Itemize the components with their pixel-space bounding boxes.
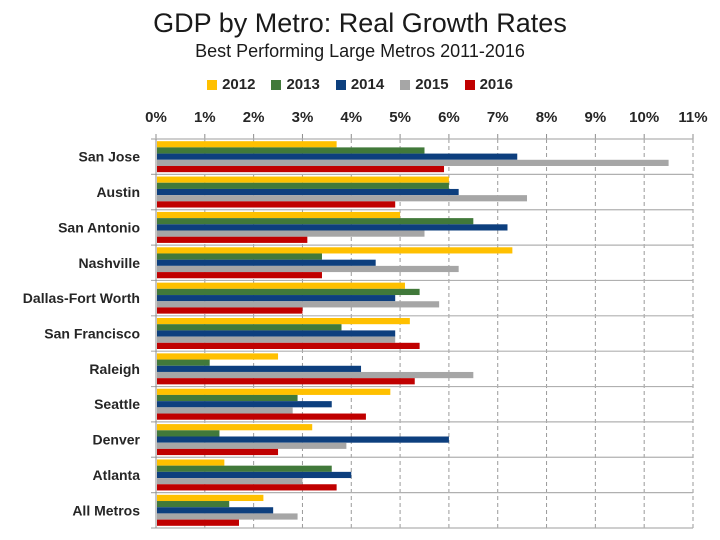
bar-2015-raleigh	[157, 371, 474, 379]
bar-2014-san-francisco	[157, 330, 396, 337]
bar-2014-san-antonio	[157, 224, 508, 231]
category-label: Dallas-Fort Worth	[23, 290, 140, 306]
bar-2013-seattle	[157, 394, 298, 402]
bar-2013-dallas-fort-worth	[157, 288, 420, 296]
category-label: Denver	[93, 432, 141, 448]
x-tick-label: 4%	[340, 109, 362, 126]
bar-2015-denver	[157, 442, 347, 449]
bar-2014-seattle	[157, 401, 332, 408]
bar-2012-san-francisco	[157, 318, 410, 325]
chart-title: GDP by Metro: Real Growth Rates	[153, 8, 567, 38]
bar-2014-austin	[157, 188, 459, 196]
bar-2013-san-francisco	[157, 324, 342, 331]
bar-2014-nashville	[157, 259, 376, 266]
x-tick-label: 0%	[145, 109, 167, 126]
category-label: All Metros	[72, 502, 140, 518]
legend-item-2013: 2013	[271, 76, 320, 93]
bar-2016-san-antonio	[157, 236, 308, 243]
bar-2013-nashville	[157, 253, 322, 260]
bar-2012-atlanta	[157, 459, 225, 466]
category-label: Raleigh	[89, 361, 140, 377]
x-tick-label: 7%	[487, 109, 509, 126]
bar-2015-san-francisco	[157, 336, 396, 343]
legend-item-2012: 2012	[207, 76, 255, 93]
bar-2013-denver	[157, 430, 220, 437]
legend-label-2015: 2015	[415, 76, 449, 93]
category-label: San Jose	[79, 149, 141, 165]
bar-2015-all-metros	[157, 513, 298, 520]
legend-swatch-2012	[207, 79, 218, 90]
bar-2013-san-antonio	[157, 218, 474, 225]
legend-label-2016: 2016	[479, 76, 513, 93]
legend-swatch-2014	[335, 79, 346, 90]
bar-2016-raleigh	[157, 378, 415, 385]
bar-2016-seattle	[157, 413, 366, 420]
x-tick-label: 11%	[678, 109, 707, 126]
legend-item-2015: 2015	[400, 76, 449, 93]
x-tick-label: 9%	[585, 109, 607, 126]
legend: 2012 2013 2014 2015 2016	[0, 76, 720, 93]
legend-label-2013: 2013	[286, 76, 320, 93]
bar-2014-san-jose	[157, 153, 518, 160]
bar-2012-all-metros	[157, 494, 264, 502]
bar-2013-san-jose	[157, 147, 425, 154]
x-tick-label: 2%	[243, 109, 265, 126]
bar-2016-denver	[157, 448, 279, 456]
bar-2012-denver	[157, 424, 313, 431]
x-tick-label: 6%	[438, 109, 460, 126]
bar-2012-nashville	[157, 247, 513, 254]
bar-2016-nashville	[157, 272, 322, 279]
bar-2012-seattle	[157, 388, 391, 395]
category-label: Nashville	[79, 255, 141, 271]
x-tick-label: 3%	[292, 109, 314, 126]
bar-2014-all-metros	[157, 507, 274, 514]
x-tick-label: 5%	[389, 109, 411, 126]
bar-2014-denver	[157, 436, 449, 443]
bar-2016-atlanta	[157, 484, 337, 491]
bar-2012-san-antonio	[157, 211, 401, 219]
chart-subtitle: Best Performing Large Metros 2011-2016	[195, 41, 525, 61]
bar-2012-austin	[157, 176, 449, 183]
bar-2015-nashville	[157, 265, 459, 273]
bar-2013-atlanta	[157, 465, 332, 472]
bar-2013-all-metros	[157, 501, 230, 508]
bar-2016-all-metros	[157, 519, 239, 526]
bar-2014-dallas-fort-worth	[157, 295, 396, 302]
bar-2012-raleigh	[157, 353, 279, 360]
bar-2015-dallas-fort-worth	[157, 301, 440, 308]
bar-2015-atlanta	[157, 478, 303, 485]
bar-2016-san-francisco	[157, 342, 420, 349]
x-tick-label: 1%	[194, 109, 216, 126]
legend-swatch-2015	[400, 79, 411, 90]
legend-swatch-2013	[271, 79, 282, 90]
bar-2016-austin	[157, 201, 396, 208]
bar-2015-san-jose	[157, 159, 669, 166]
category-label: Austin	[96, 184, 140, 200]
bar-2014-raleigh	[157, 365, 362, 372]
bar-2015-austin	[157, 195, 528, 202]
bar-2016-san-jose	[157, 165, 445, 173]
legend-label-2012: 2012	[222, 76, 256, 93]
bar-2012-san-jose	[157, 141, 337, 148]
bar-2013-raleigh	[157, 359, 210, 366]
x-tick-label: 10%	[629, 109, 659, 126]
x-tick-label: 8%	[536, 109, 558, 126]
bar-2013-austin	[157, 182, 449, 189]
legend-swatch-2016	[464, 79, 475, 90]
bar-2012-dallas-fort-worth	[157, 282, 405, 289]
category-label: Atlanta	[93, 467, 141, 483]
bar-2016-dallas-fort-worth	[157, 307, 303, 314]
legend-item-2016: 2016	[464, 76, 513, 93]
legend-item-2014: 2014	[335, 76, 385, 93]
bar-2015-seattle	[157, 407, 293, 414]
category-label: San Antonio	[58, 219, 140, 235]
bar-2014-atlanta	[157, 471, 352, 479]
bar-2015-san-antonio	[157, 230, 425, 237]
category-label: Seattle	[94, 396, 140, 412]
legend-label-2014: 2014	[350, 76, 385, 93]
category-label: San Francisco	[44, 326, 140, 342]
